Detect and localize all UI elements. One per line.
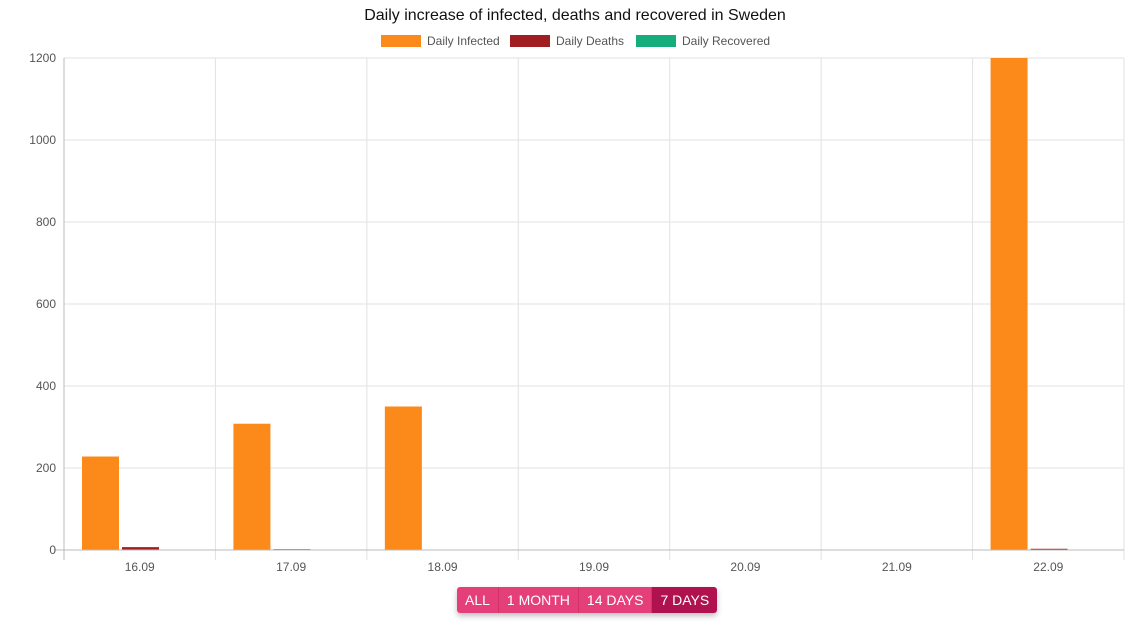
legend-swatch-2[interactable] (510, 35, 550, 47)
y-tick-label: 200 (36, 461, 56, 475)
range-button-14-days[interactable]: 14 DAYS (578, 587, 653, 613)
grid (63, 57, 1125, 560)
y-tick-label: 400 (36, 379, 56, 393)
y-axis-ticks: 0 200 400 600 800 1000 1200 (29, 51, 56, 557)
axes (54, 58, 1124, 560)
range-button-7-days[interactable]: 7 DAYS (652, 587, 718, 613)
legend-swatch-3[interactable] (636, 35, 676, 47)
range-button-1-month[interactable]: 1 MONTH (498, 587, 579, 613)
bar-daily-deaths-22.09[interactable] (1030, 548, 1068, 550)
bar-daily-infected-16.09[interactable] (82, 456, 119, 550)
x-tick-label: 16.09 (125, 560, 155, 574)
x-tick-label: 19.09 (579, 560, 609, 574)
legend: Daily Infected Daily Deaths Daily Recovere… (381, 34, 770, 48)
legend-swatch-1[interactable] (381, 35, 421, 47)
legend-label-1[interactable]: Daily Infected (427, 34, 500, 48)
y-tick-label: 1000 (29, 133, 56, 147)
legend-label-2[interactable]: Daily Deaths (556, 34, 624, 48)
bar-daily-deaths-16.09[interactable] (122, 547, 159, 550)
range-selector: ALL 1 MONTH 14 DAYS 7 DAYS (457, 587, 718, 613)
bar-daily-infected-22.09[interactable] (990, 58, 1028, 550)
chart-title: Daily increase of infected, deaths and r… (364, 7, 786, 24)
x-tick-label: 20.09 (730, 560, 760, 574)
x-axis-ticks: 16.09 17.09 18.09 19.09 20.09 21.09 22.09 (125, 560, 1064, 574)
bars (82, 58, 1068, 550)
legend-label-3[interactable]: Daily Recovered (682, 34, 770, 48)
bar-daily-infected-18.09[interactable] (384, 406, 422, 551)
bar-daily-infected-17.09[interactable] (233, 423, 271, 550)
y-tick-label: 600 (36, 297, 56, 311)
x-tick-label: 21.09 (882, 560, 912, 574)
x-tick-label: 22.09 (1033, 560, 1063, 574)
chart: Daily increase of infected, deaths and r… (29, 7, 1125, 574)
range-button-all[interactable]: ALL (457, 587, 499, 613)
y-tick-label: 0 (49, 543, 56, 557)
y-tick-label: 1200 (29, 51, 56, 65)
x-tick-label: 18.09 (428, 560, 458, 574)
y-tick-label: 800 (36, 215, 56, 229)
x-tick-label: 17.09 (276, 560, 306, 574)
